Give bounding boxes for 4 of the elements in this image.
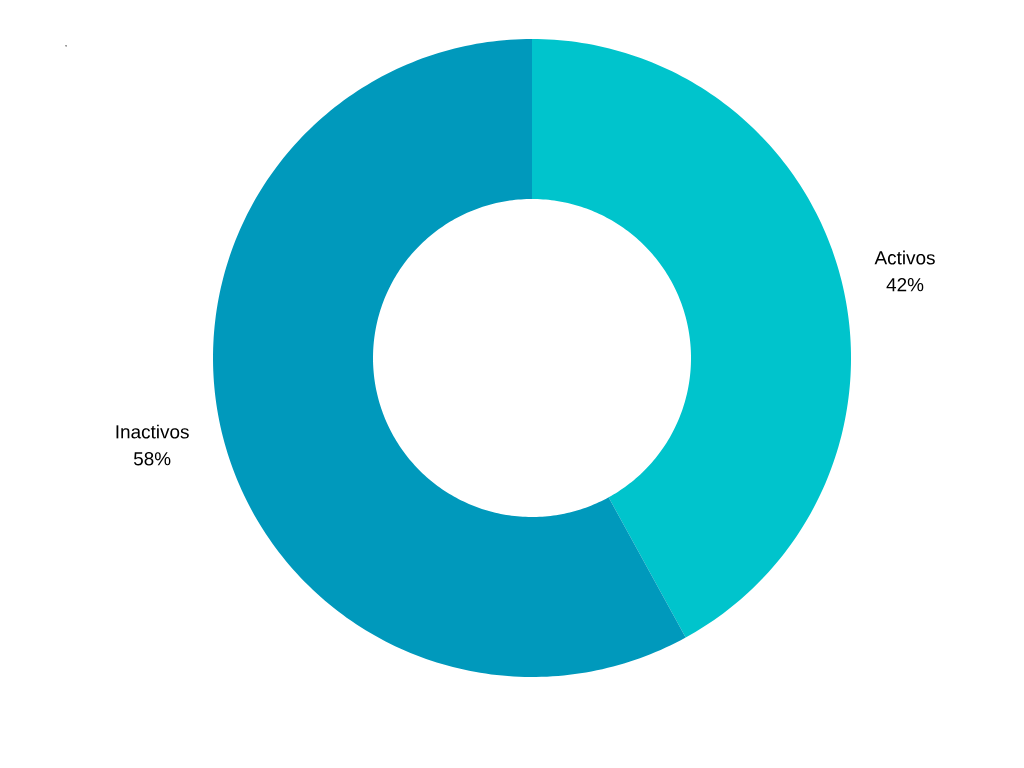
slice-label: Inactivos [116, 424, 189, 439]
data-label: 42% [886, 277, 924, 292]
data-label: 58% [133, 452, 171, 466]
slice-label: Activos [874, 250, 935, 265]
